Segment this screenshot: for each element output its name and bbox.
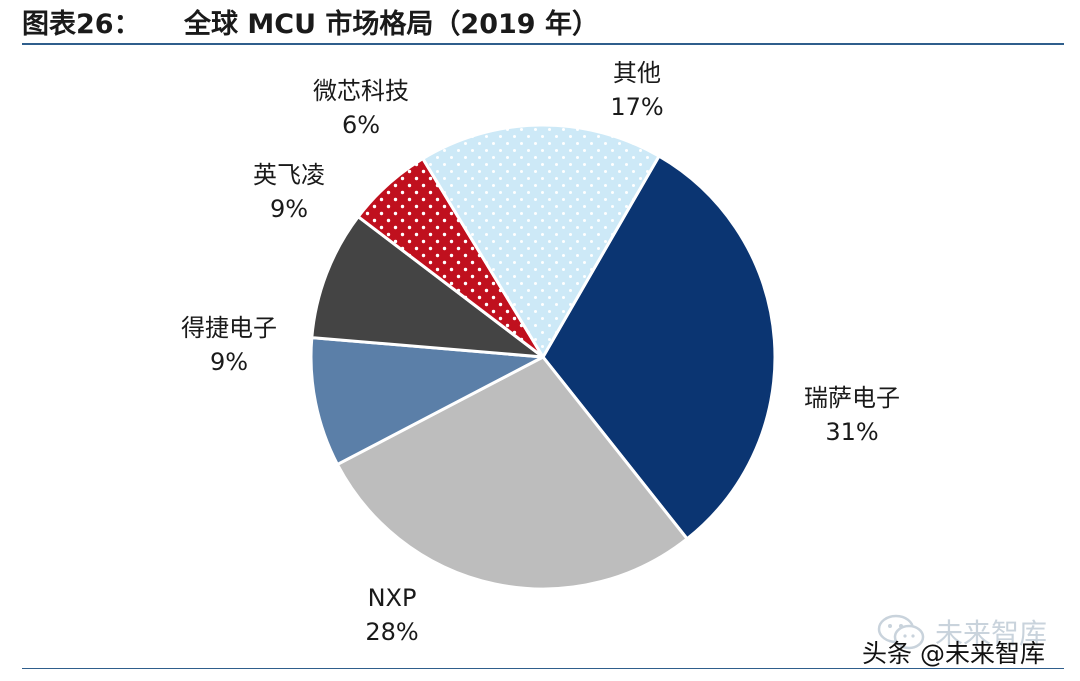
chart-title: 全球 MCU 市场格局（2019 年）: [184, 9, 599, 40]
slice-label-microchip-name: 微芯科技: [313, 77, 409, 105]
slice-label-microchip-value: 6%: [341, 111, 381, 139]
slice-label-microchip: 微芯科技 6%: [313, 74, 409, 142]
slice-label-renesas-value: 31%: [825, 418, 879, 446]
pie-slice-others: [421, 123, 661, 359]
header-rule: [22, 43, 1064, 45]
slice-label-others: 其他 17%: [610, 56, 663, 124]
slice-label-digikey-value: 9%: [209, 348, 249, 376]
slice-label-renesas: 瑞萨电子 31%: [804, 381, 900, 449]
slice-label-renesas-name: 瑞萨电子: [804, 384, 900, 412]
wechat-logo-icon: [877, 614, 925, 650]
figure-header: 图表26： 全球 MCU 市场格局（2019 年）: [22, 2, 1064, 42]
pie-slice-nxp: [335, 355, 689, 591]
pie-slice-infineon: [310, 215, 545, 359]
slice-label-digikey: 得捷电子 9%: [181, 311, 277, 379]
slice-label-infineon: 英飞凌 9%: [253, 158, 325, 226]
pie-slice-digikey: [309, 336, 545, 466]
slice-label-infineon-name: 英飞凌: [253, 161, 325, 189]
watermark-text: 未来智库: [935, 617, 1048, 650]
slice-label-nxp-name: NXP: [367, 584, 417, 612]
source-credit: 头条 @未来智库: [862, 639, 1045, 668]
figure-label: 图表26：: [22, 9, 141, 40]
slice-label-others-value: 17%: [610, 93, 664, 121]
slice-label-nxp: NXP 28%: [365, 581, 418, 649]
slice-label-digikey-name: 得捷电子: [181, 314, 277, 342]
pie-slice-renesas: [541, 154, 777, 541]
slice-label-nxp-value: 28%: [365, 618, 419, 646]
footer-rule: [22, 668, 1064, 669]
slice-label-others-name: 其他: [613, 59, 661, 87]
slice-label-infineon-value: 9%: [269, 195, 309, 223]
